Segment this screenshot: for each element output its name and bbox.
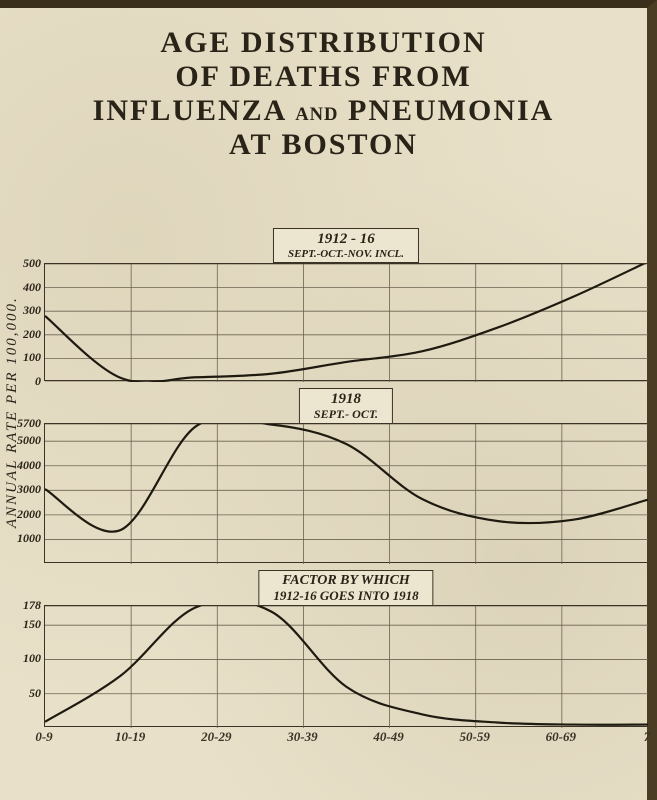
x-tick-label: 20-29	[201, 729, 231, 745]
title-word-influenza: INFLUENZA	[93, 94, 286, 127]
panel-label-line2: SEPT.- OCT.	[314, 408, 378, 422]
panel-label-line1: 1918	[314, 391, 378, 408]
title-line-3: INFLUENZA AND PNEUMONIA	[10, 94, 637, 128]
x-tick-label: 60-69	[546, 729, 576, 745]
y-tick-label: 0	[35, 374, 41, 389]
chart-panel-p1918: 1918SEPT.- OCT.100020003000400050005700	[44, 423, 647, 563]
chart-svg-p1912	[45, 264, 648, 382]
panel-label-line1: 1912 - 16	[288, 231, 404, 248]
charts-area: 1912 - 16SEPT.-OCT.-NOV. INCL.0100200300…	[44, 263, 647, 800]
y-tick-label: 100	[23, 651, 41, 666]
panel-label-p1912: 1912 - 16SEPT.-OCT.-NOV. INCL.	[273, 228, 419, 263]
data-line-factor	[45, 606, 648, 725]
title-line-1: AGE DISTRIBUTION	[10, 26, 637, 60]
x-tick-label: 30-39	[287, 729, 317, 745]
panel-label-line2: SEPT.-OCT.-NOV. INCL.	[288, 248, 404, 261]
chart-svg-factor	[45, 606, 648, 728]
x-tick-label: 7	[644, 729, 651, 745]
chart-title: AGE DISTRIBUTION OF DEATHS FROM INFLUENZ…	[0, 8, 647, 172]
title-line-2: OF DEATHS FROM	[10, 60, 637, 94]
y-tick-label: 4000	[17, 458, 41, 473]
panel-label-line2: 1912-16 GOES INTO 1918	[273, 589, 418, 604]
title-word-and: AND	[295, 104, 338, 125]
x-tick-label: 40-49	[373, 729, 403, 745]
y-tick-label: 300	[23, 303, 41, 318]
y-tick-label: 5000	[17, 433, 41, 448]
data-line-p1912	[45, 264, 648, 382]
y-tick-label: 150	[23, 617, 41, 632]
chart-panel-factor: FACTOR BY WHICH1912-16 GOES INTO 1918501…	[44, 605, 647, 727]
x-tick-label: 50-59	[460, 729, 490, 745]
y-tick-label: 500	[23, 256, 41, 271]
chart-svg-p1918	[45, 424, 648, 564]
x-tick-label: 0-9	[35, 729, 52, 745]
chart-panel-p1912: 1912 - 16SEPT.-OCT.-NOV. INCL.0100200300…	[44, 263, 647, 381]
y-tick-label: 50	[29, 686, 41, 701]
panel-label-p1918: 1918SEPT.- OCT.	[299, 388, 393, 424]
data-line-p1918	[45, 424, 648, 532]
x-tick-label: 10-19	[115, 729, 145, 745]
y-tick-label: 5700	[17, 416, 41, 431]
title-line-4: AT BOSTON	[10, 128, 637, 162]
panel-label-line1: FACTOR BY WHICH	[273, 573, 418, 589]
y-tick-label: 2000	[17, 507, 41, 522]
y-tick-label: 200	[23, 327, 41, 342]
title-word-pneumonia: PNEUMONIA	[348, 94, 554, 127]
panel-label-factor: FACTOR BY WHICH1912-16 GOES INTO 1918	[258, 570, 433, 606]
y-tick-label: 400	[23, 280, 41, 295]
y-tick-label: 178	[23, 598, 41, 613]
y-tick-label: 1000	[17, 531, 41, 546]
y-tick-label: 100	[23, 350, 41, 365]
y-tick-label: 3000	[17, 482, 41, 497]
